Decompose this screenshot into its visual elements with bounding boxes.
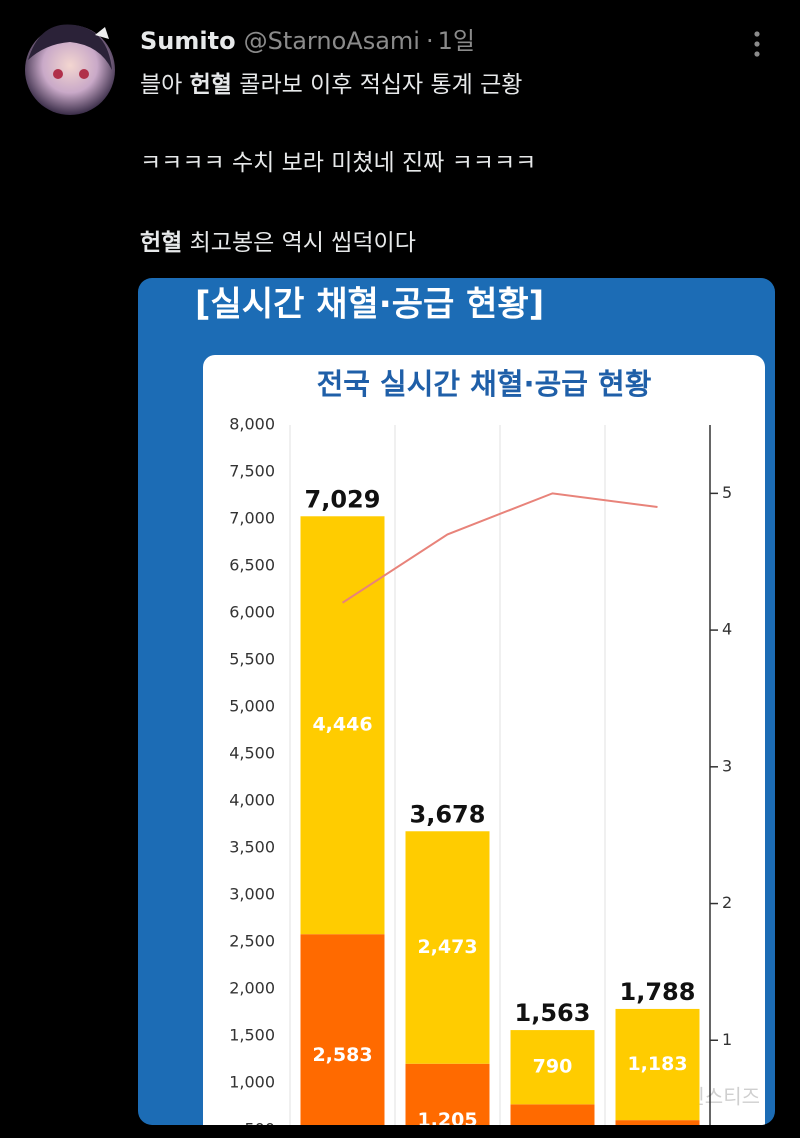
y-tick-label: 1,500 [229,1026,275,1045]
y-tick-label: 2,000 [229,979,275,998]
bar-segment [405,1063,490,1125]
value-label: 2,473 [417,936,477,958]
text-segment: 헌혈 [140,230,182,256]
y-tick-label: 5,500 [229,650,275,669]
total-label: 1,788 [620,978,696,1006]
total-label: 7,029 [305,485,381,513]
y2-tick-label: 1 [722,1030,732,1049]
y-tick-label: 7,500 [229,462,275,481]
text-segment: 콜라보 이후 적십자 통계 근황 [232,72,522,98]
tweet-text: 블아 헌혈 콜라보 이후 적십자 통계 근황 [140,72,522,98]
avatar[interactable] [25,24,115,115]
y-tick-label: 7,000 [229,509,275,528]
bar-segment [615,1120,700,1125]
y2-tick-label: 5 [722,483,732,502]
y-tick-label: 8,000 [229,415,275,434]
y-tick-label: 6,500 [229,556,275,575]
y-tick-label: 4,000 [229,791,275,810]
y2-tick-label: 4 [722,620,732,639]
value-label: 1,205 [417,1109,477,1131]
total-label: 1,563 [515,999,591,1027]
value-label: 790 [533,1056,573,1078]
y-tick-label: 500 [244,1120,275,1138]
y-tick-label: 3,500 [229,838,275,857]
bar-segment [510,1030,595,1105]
bar-segment [300,516,385,935]
chart-title: 전국 실시간 채혈·공급 현황 [317,367,652,401]
text-segment: 헌혈 [190,72,232,98]
y-tick-label: 1,000 [229,1073,275,1092]
timestamp: 1일 [438,27,475,55]
tweet-text: 헌혈 최고봉은 역시 씹덕이다 [140,230,416,256]
text-segment: 블아 [140,72,190,98]
tweet-header: Sumito @StarnoAsami · 1일 [140,27,475,55]
line-series [341,492,658,604]
total-label: 3,678 [410,800,486,828]
separator: · [426,27,434,55]
text-segment: ㅋㅋㅋㅋ 수치 보라 미쳤네 진짜 ㅋㅋㅋㅋ [140,150,536,176]
value-label: 2,583 [312,1044,372,1066]
user-handle: @StarnoAsami [244,27,420,55]
y-tick-label: 5,000 [229,697,275,716]
text-segment: 최고봉은 역시 씹덕이다 [182,230,416,256]
y-tick-label: 2,500 [229,932,275,951]
image-title: [실시간 채혈·공급 현황] [195,285,544,325]
y-tick-label: 3,000 [229,885,275,904]
bar-segment [300,934,385,1125]
y-tick-label: 4,500 [229,744,275,763]
bar-segment [615,1008,700,1121]
bar-segment [510,1104,595,1125]
user-name: Sumito [140,27,236,55]
tweet-text: ㅋㅋㅋㅋ 수치 보라 미쳤네 진짜 ㅋㅋㅋㅋ [140,150,536,176]
y-tick-label: 6,000 [229,603,275,622]
bar-segment [405,831,490,1064]
y2-tick-label: 3 [722,756,732,775]
value-label: 4,446 [312,714,372,736]
y2-tick-label: 2 [722,893,732,912]
more-menu[interactable] [754,31,760,57]
value-label: 1,183 [627,1053,687,1075]
